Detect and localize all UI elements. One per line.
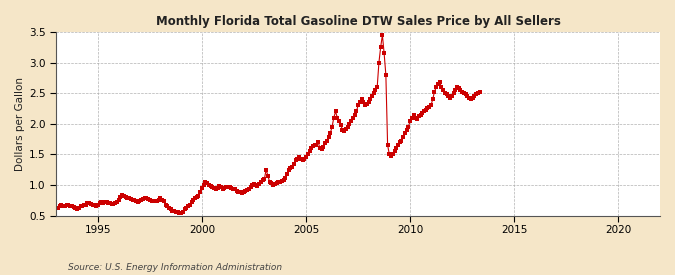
Title: Monthly Florida Total Gasoline DTW Sales Price by All Sellers: Monthly Florida Total Gasoline DTW Sales… — [156, 15, 560, 28]
Text: Source: U.S. Energy Information Administration: Source: U.S. Energy Information Administ… — [68, 263, 281, 272]
Y-axis label: Dollars per Gallon: Dollars per Gallon — [15, 77, 25, 171]
